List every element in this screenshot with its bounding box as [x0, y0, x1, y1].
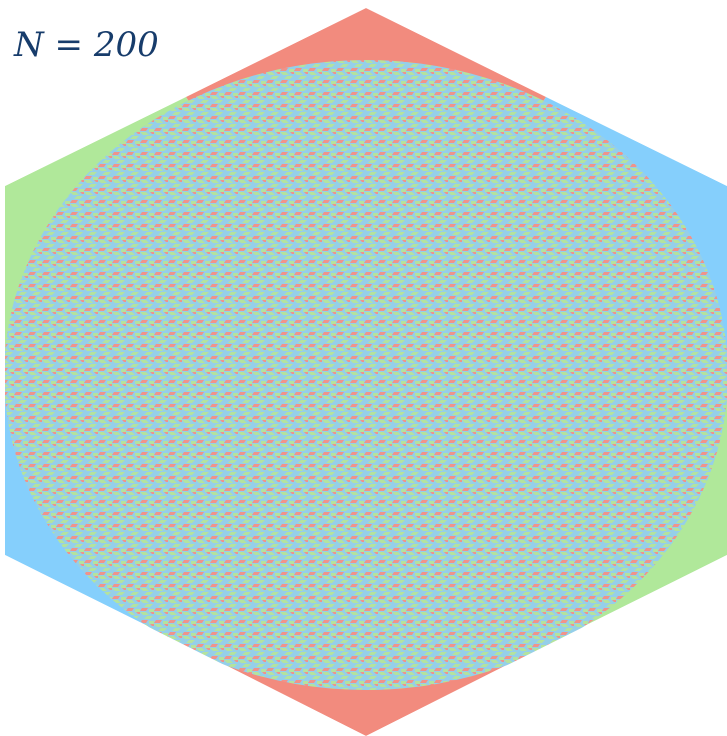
- tiling-figure: N = 200: [0, 0, 727, 736]
- page: N = 200 (() => { const data = JSON.parse…: [0, 0, 727, 736]
- disordered-region: [4, 60, 727, 690]
- annotation: N = 200: [13, 25, 159, 65]
- hexagon: [4, 8, 727, 736]
